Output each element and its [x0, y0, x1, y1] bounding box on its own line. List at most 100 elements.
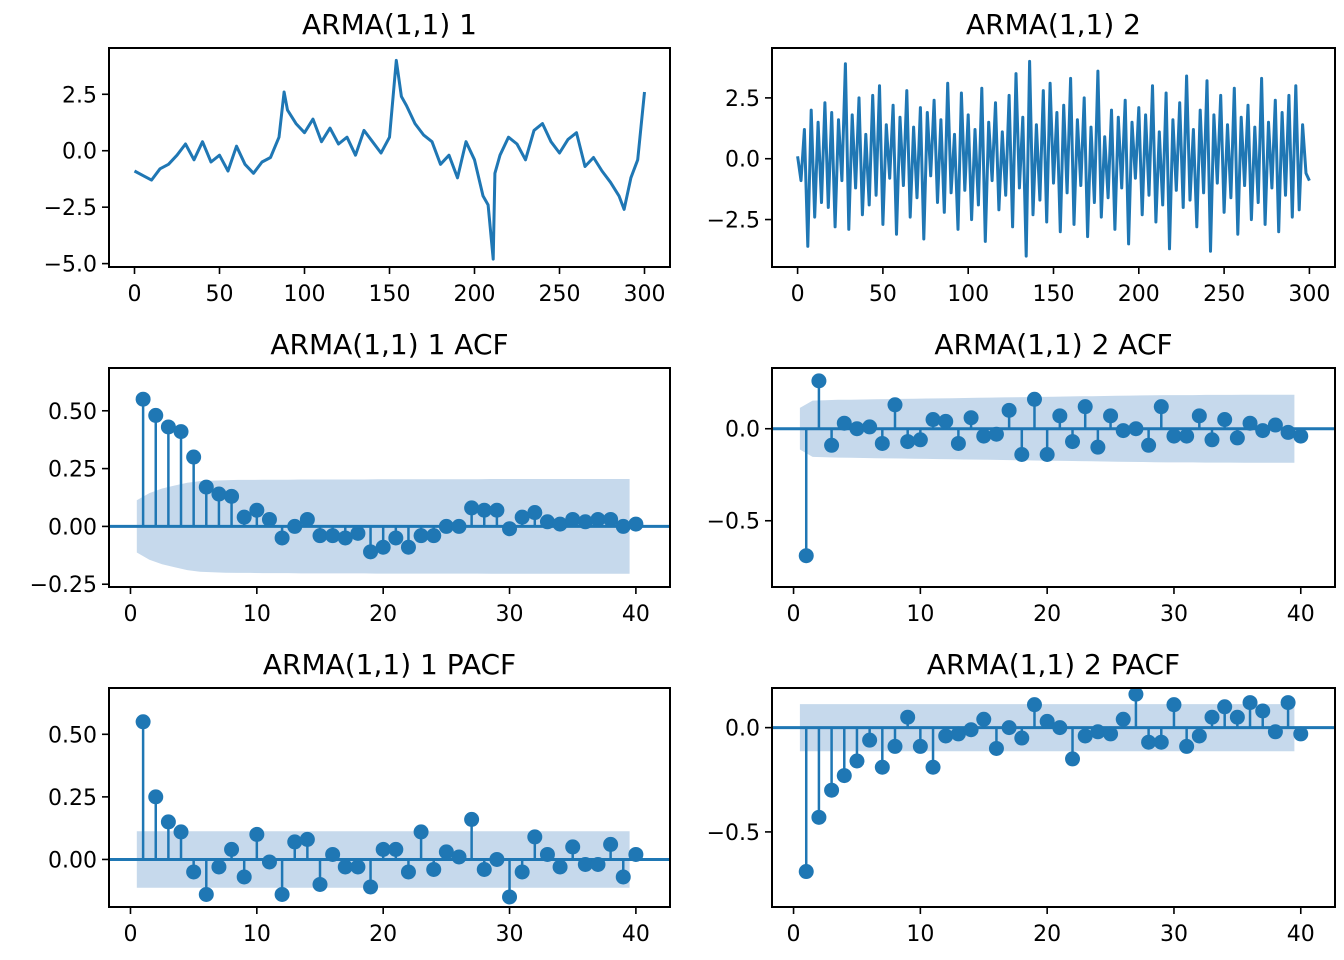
y-tick-label: 0.25 [48, 786, 97, 811]
stem-marker [287, 519, 302, 534]
stem-marker [875, 760, 890, 775]
stem-marker [540, 847, 555, 862]
series-line [798, 61, 1310, 256]
stem-marker [887, 739, 902, 754]
x-tick-label: 40 [1287, 922, 1315, 947]
stem-marker [1141, 438, 1156, 453]
stem-marker [628, 847, 643, 862]
y-tick-label: 0.0 [62, 140, 97, 165]
stem-marker [350, 526, 365, 541]
x-tick-label: 150 [1033, 282, 1075, 307]
x-tick-label: 0 [787, 602, 801, 627]
chart-title: ARMA(1,1) 2 PACF [927, 648, 1180, 681]
stem-marker [199, 887, 214, 902]
stem-marker [148, 789, 163, 804]
stem-marker [325, 847, 340, 862]
stem-marker [376, 540, 391, 555]
stem-marker [824, 783, 839, 798]
x-tick-label: 20 [1033, 922, 1061, 947]
stem-marker [388, 842, 403, 857]
plot-area [772, 373, 1335, 563]
x-tick-label: 10 [243, 922, 271, 947]
stem-marker [464, 500, 479, 515]
stem-marker [1065, 434, 1080, 449]
stem-marker [900, 710, 915, 725]
stem-marker [603, 512, 618, 527]
chart-title: ARMA(1,1) 1 [302, 8, 477, 41]
stem-marker [502, 521, 517, 536]
panel-1: 0 50 100 150 200 250 300 −5.0 −2.5 0.0 2.5 ARMA(1,1… [44, 8, 670, 307]
stem-marker [1281, 695, 1296, 710]
stem-marker [388, 530, 403, 545]
plot-area [772, 687, 1335, 879]
stem-marker [1166, 697, 1181, 712]
x-tick-label: 150 [369, 282, 411, 307]
stem-marker [1179, 429, 1194, 444]
x-tick-label: 300 [624, 282, 666, 307]
stem-marker [262, 854, 277, 869]
stem-marker [1192, 728, 1207, 743]
chart-title: ARMA(1,1) 2 [966, 8, 1141, 41]
stem-marker [426, 862, 441, 877]
y-tick-label: −0.5 [707, 510, 760, 535]
x-tick-label: 200 [1118, 282, 1160, 307]
stem-marker [976, 429, 991, 444]
stem-marker [1205, 432, 1220, 447]
x-tick-label: 0 [128, 282, 142, 307]
stem-marker [938, 728, 953, 743]
stem-marker [938, 414, 953, 429]
x-tick-label: 50 [206, 282, 234, 307]
stem-marker [287, 834, 302, 849]
stem-marker [565, 839, 580, 854]
stem-marker [186, 864, 201, 879]
stem-marker [862, 733, 877, 748]
stem-marker [1014, 731, 1029, 746]
stem-marker [837, 768, 852, 783]
stem-marker [811, 810, 826, 825]
plot-area [109, 714, 670, 904]
series-line [135, 60, 645, 259]
y-tick-label: 0.50 [48, 723, 97, 748]
stem-marker [578, 514, 593, 529]
stem-marker [451, 849, 466, 864]
stem-marker [136, 392, 151, 407]
plot-area [135, 60, 645, 259]
stem-marker [489, 852, 504, 867]
y-tick-label: −2.5 [707, 209, 760, 234]
chart-title: ARMA(1,1) 1 PACF [263, 648, 516, 681]
x-tick-label: 40 [622, 602, 650, 627]
stem-marker [249, 503, 264, 518]
stem-marker [199, 480, 214, 495]
x-tick-label: 30 [1160, 922, 1188, 947]
stem-marker [1002, 720, 1017, 735]
stem-marker [1027, 392, 1042, 407]
stem-marker [1154, 735, 1169, 750]
stem-marker [1065, 751, 1080, 766]
stem-marker [1205, 710, 1220, 725]
stem-marker [161, 814, 176, 829]
x-tick-label: 250 [539, 282, 581, 307]
x-tick-label: 100 [947, 282, 989, 307]
stem-marker [1116, 423, 1131, 438]
stem-marker [148, 408, 163, 423]
x-tick-label: 0 [123, 602, 137, 627]
stem-marker [989, 741, 1004, 756]
stem-marker [603, 837, 618, 852]
stem-marker [1217, 412, 1232, 427]
stem-marker [363, 879, 378, 894]
stem-marker [1293, 726, 1308, 741]
stem-marker [799, 548, 814, 563]
stem-marker [1128, 687, 1143, 702]
stem-marker [964, 722, 979, 737]
stem-marker [1293, 429, 1308, 444]
y-tick-label: 0.0 [725, 717, 760, 742]
stem-marker [1192, 408, 1207, 423]
stem-marker [951, 436, 966, 451]
stem-marker [1268, 418, 1283, 433]
stem-marker [964, 410, 979, 425]
panel-4: 0 10 20 30 40−0.50.0ARMA(1,1) 2 ACF [707, 328, 1335, 627]
x-tick-label: 10 [243, 602, 271, 627]
stem-marker [824, 438, 839, 453]
stem-marker [1040, 447, 1055, 462]
stem-marker [1090, 724, 1105, 739]
